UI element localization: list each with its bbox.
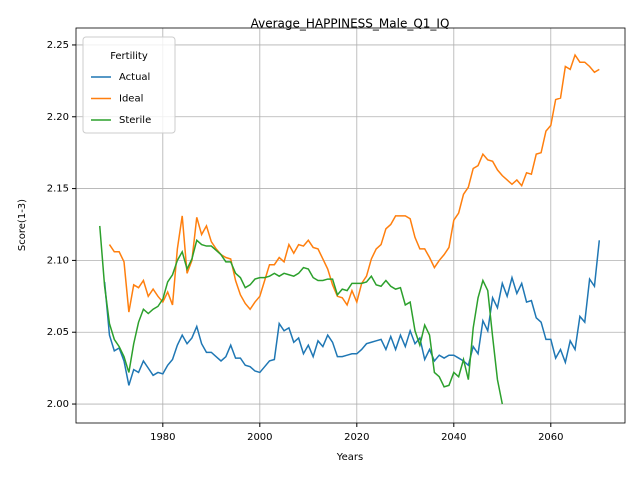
legend-label: Ideal <box>119 94 143 105</box>
plot-frame <box>75 27 626 424</box>
y-tick-label: 2.25 <box>47 40 69 51</box>
x-tick-label: 1980 <box>150 432 175 443</box>
y-tick-label: 2.20 <box>47 112 69 123</box>
y-tick-label: 2.05 <box>47 327 69 338</box>
chart-title: Average_HAPPINESS_Male_Q1_IQ <box>251 17 450 31</box>
line-series <box>108 53 600 313</box>
x-tick-label: 2060 <box>538 432 563 443</box>
legend-label: Sterile <box>119 115 151 126</box>
legend-box <box>82 36 176 134</box>
legend-label: Actual <box>119 72 150 83</box>
y-tick-label: 2.00 <box>47 399 69 410</box>
x-tick-label: 2020 <box>344 432 369 443</box>
x-tick-label: 2040 <box>441 432 466 443</box>
y-axis-label: Score(1-3) <box>17 199 28 251</box>
line-series <box>103 240 601 386</box>
y-tick-label: 2.10 <box>47 255 69 266</box>
x-tick-label: 2000 <box>247 432 272 443</box>
legend-title: Fertility <box>110 51 148 62</box>
x-axis-label: Years <box>336 452 363 463</box>
line-series <box>99 225 504 405</box>
y-tick-label: 2.15 <box>47 184 69 195</box>
